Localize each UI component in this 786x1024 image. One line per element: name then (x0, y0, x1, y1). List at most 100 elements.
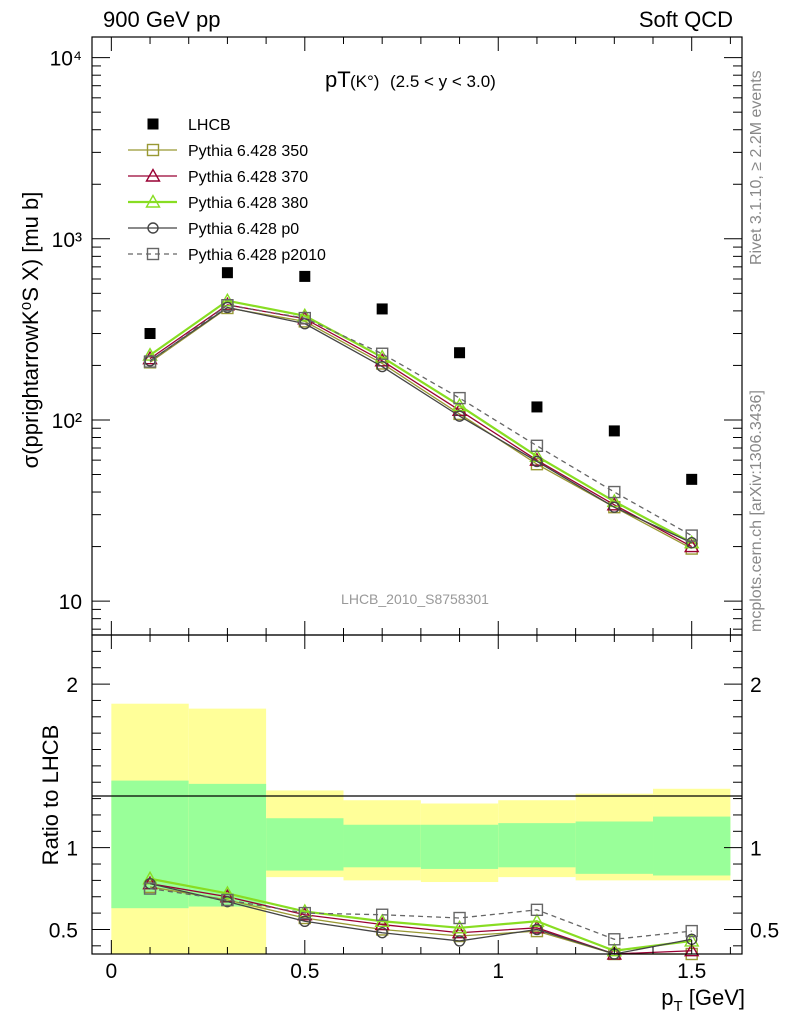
main-panel: 10 10² 10³ 10⁴ (50, 36, 743, 636)
ratio-point-p2010-1 (221, 893, 234, 907)
ratio-series-group (142, 870, 700, 961)
plot-title-range: (2.5 < y < 3.0) (390, 72, 496, 91)
x-tick-label-1: 0.5 (290, 960, 319, 983)
plot-title: pT (K°) (2.5 < y < 3.0) (325, 67, 496, 92)
ratio-point-p2010-0 (143, 882, 157, 895)
main-point-p2010-3 (375, 347, 389, 360)
main-point-lhcb-1 (221, 267, 233, 279)
main-point-p2010-4 (453, 391, 466, 405)
y-tick-label-2: 10³ (52, 229, 82, 252)
ratio-point-p2010-4 (453, 911, 466, 925)
rivet-label: Rivet 3.1.10, ≥ 2.2M events (748, 70, 765, 265)
main-point-p0-6 (608, 501, 621, 513)
main-point-p0-7 (686, 537, 698, 549)
legend-marker-p350 (146, 143, 160, 157)
plot-title-main: pT (325, 67, 351, 92)
main-point-p370-4 (451, 402, 468, 417)
main-series-group (142, 267, 700, 555)
legend-label-p350: Pythia 6.428 350 (188, 143, 308, 160)
main-y-axis-label: σ(pprightarrowK⁰S X) [mu b] (18, 192, 43, 469)
main-point-p2010-7 (685, 529, 698, 542)
analysis-watermark: LHCB_2010_S8758301 (341, 591, 489, 607)
ratio-y-tick-label-left-0: 0.5 (49, 919, 78, 942)
ratio-point-p370-2 (297, 906, 313, 921)
ratio-point-p370-3 (374, 916, 390, 931)
ratio-point-p380-1 (219, 885, 236, 900)
main-point-p0-4 (453, 410, 466, 422)
ratio-line-p0 (149, 883, 692, 955)
ratio-axis-ticks: 0 0.5 1 1.5 0.5 0.5 1 1 2 2 (49, 635, 779, 983)
y-tick-label-1: 10² (52, 410, 82, 433)
main-point-lhcb-0 (144, 328, 156, 340)
legend-label-p370: Pythia 6.428 370 (188, 169, 308, 186)
x-axis-label: pT [GeV] (661, 985, 745, 1015)
legend: LHCB Pythia 6.428 350 Pythia 6.428 370 Pyth… (128, 117, 326, 264)
ratio-band-inner-3 (343, 824, 421, 868)
main-point-p2010-0 (143, 355, 157, 368)
ratio-point-p0-3 (376, 927, 388, 939)
main-point-p2010-1 (221, 298, 234, 312)
ratio-line-p2010 (149, 887, 692, 940)
main-point-lhcb-3 (376, 303, 388, 315)
main-point-p0-3 (376, 360, 388, 373)
ratio-point-p370-5 (529, 919, 545, 934)
main-axis-ticks: 10 10² 10³ 10⁴ (50, 37, 742, 635)
ratio-band-inner-5 (498, 823, 576, 868)
main-point-p0-5 (531, 455, 543, 468)
main-line-p0 (149, 306, 692, 544)
ratio-point-p370-7 (684, 942, 700, 957)
ratio-y-tick-label-right-0: 0.5 (750, 919, 779, 942)
legend-label-p380: Pythia 6.428 380 (188, 195, 308, 212)
main-line-p380 (149, 299, 693, 544)
plot-title-particle: (K°) (350, 72, 379, 91)
ratio-y-axis-label: Ratio to LHCB (38, 725, 63, 866)
ratio-point-p2010-7 (685, 924, 698, 938)
legend-marker-p0 (147, 222, 159, 234)
x-tick-label-3: 1.5 (677, 960, 706, 983)
ratio-bands (111, 703, 731, 954)
x-tick-label-2: 1 (492, 960, 504, 983)
ratio-point-p0-4 (453, 935, 466, 947)
ratio-panel: 0 0.5 1 1.5 0.5 0.5 1 1 2 2 (49, 634, 779, 983)
ratio-y-tick-label-left-2: 2 (66, 674, 78, 697)
x-axis-label-p: p (661, 985, 673, 1010)
legend-label-p2010: Pythia 6.428 p2010 (188, 247, 326, 264)
ratio-band-inner-7 (653, 816, 731, 876)
legend-marker-p370 (145, 168, 161, 182)
y-tick-label-0: 10 (59, 591, 82, 614)
legend-label-lhcb: LHCB (188, 117, 231, 134)
ratio-point-p370-4 (451, 924, 468, 939)
ratio-band-inner-6 (575, 821, 654, 874)
ratio-point-p0-5 (531, 923, 543, 936)
main-point-p380-2 (297, 307, 313, 322)
main-point-lhcb-7 (686, 473, 698, 485)
ratio-y-tick-label-right-2: 2 (750, 674, 762, 697)
ratio-point-p2010-2 (298, 906, 311, 920)
main-point-p2010-2 (298, 311, 311, 325)
main-line-p2010 (149, 304, 693, 537)
ratio-frame (91, 634, 743, 955)
legend-marker-lhcb (147, 118, 159, 130)
ratio-line-p380 (149, 877, 692, 952)
x-tick-label-0: 0 (106, 960, 118, 983)
main-point-p2010-6 (608, 485, 621, 499)
main-point-lhcb-4 (454, 347, 466, 359)
header-left: 900 GeV pp (103, 7, 220, 32)
ratio-point-p380-5 (529, 913, 545, 927)
ratio-band-inner-2 (266, 818, 344, 871)
main-point-p2010-5 (530, 439, 544, 452)
ratio-point-p380-4 (451, 919, 468, 934)
ratio-point-p2010-6 (608, 933, 621, 946)
ratio-y-tick-label-right-1: 1 (750, 838, 762, 861)
legend-label-p0: Pythia 6.428 p0 (188, 221, 299, 238)
x-axis-label-unit: [GeV] (683, 985, 745, 1010)
ratio-point-p0-2 (299, 915, 311, 927)
header-right: Soft QCD (639, 7, 733, 32)
main-point-lhcb-2 (299, 270, 311, 282)
ratio-band-inner-0 (111, 780, 189, 909)
main-point-lhcb-6 (608, 425, 620, 437)
ratio-point-p2010-3 (375, 908, 389, 921)
mcplots-label: mcplots.cern.ch [arXiv:1306.3436] (748, 390, 765, 632)
main-point-lhcb-5 (531, 401, 543, 413)
ratio-band-inner-4 (420, 824, 499, 869)
